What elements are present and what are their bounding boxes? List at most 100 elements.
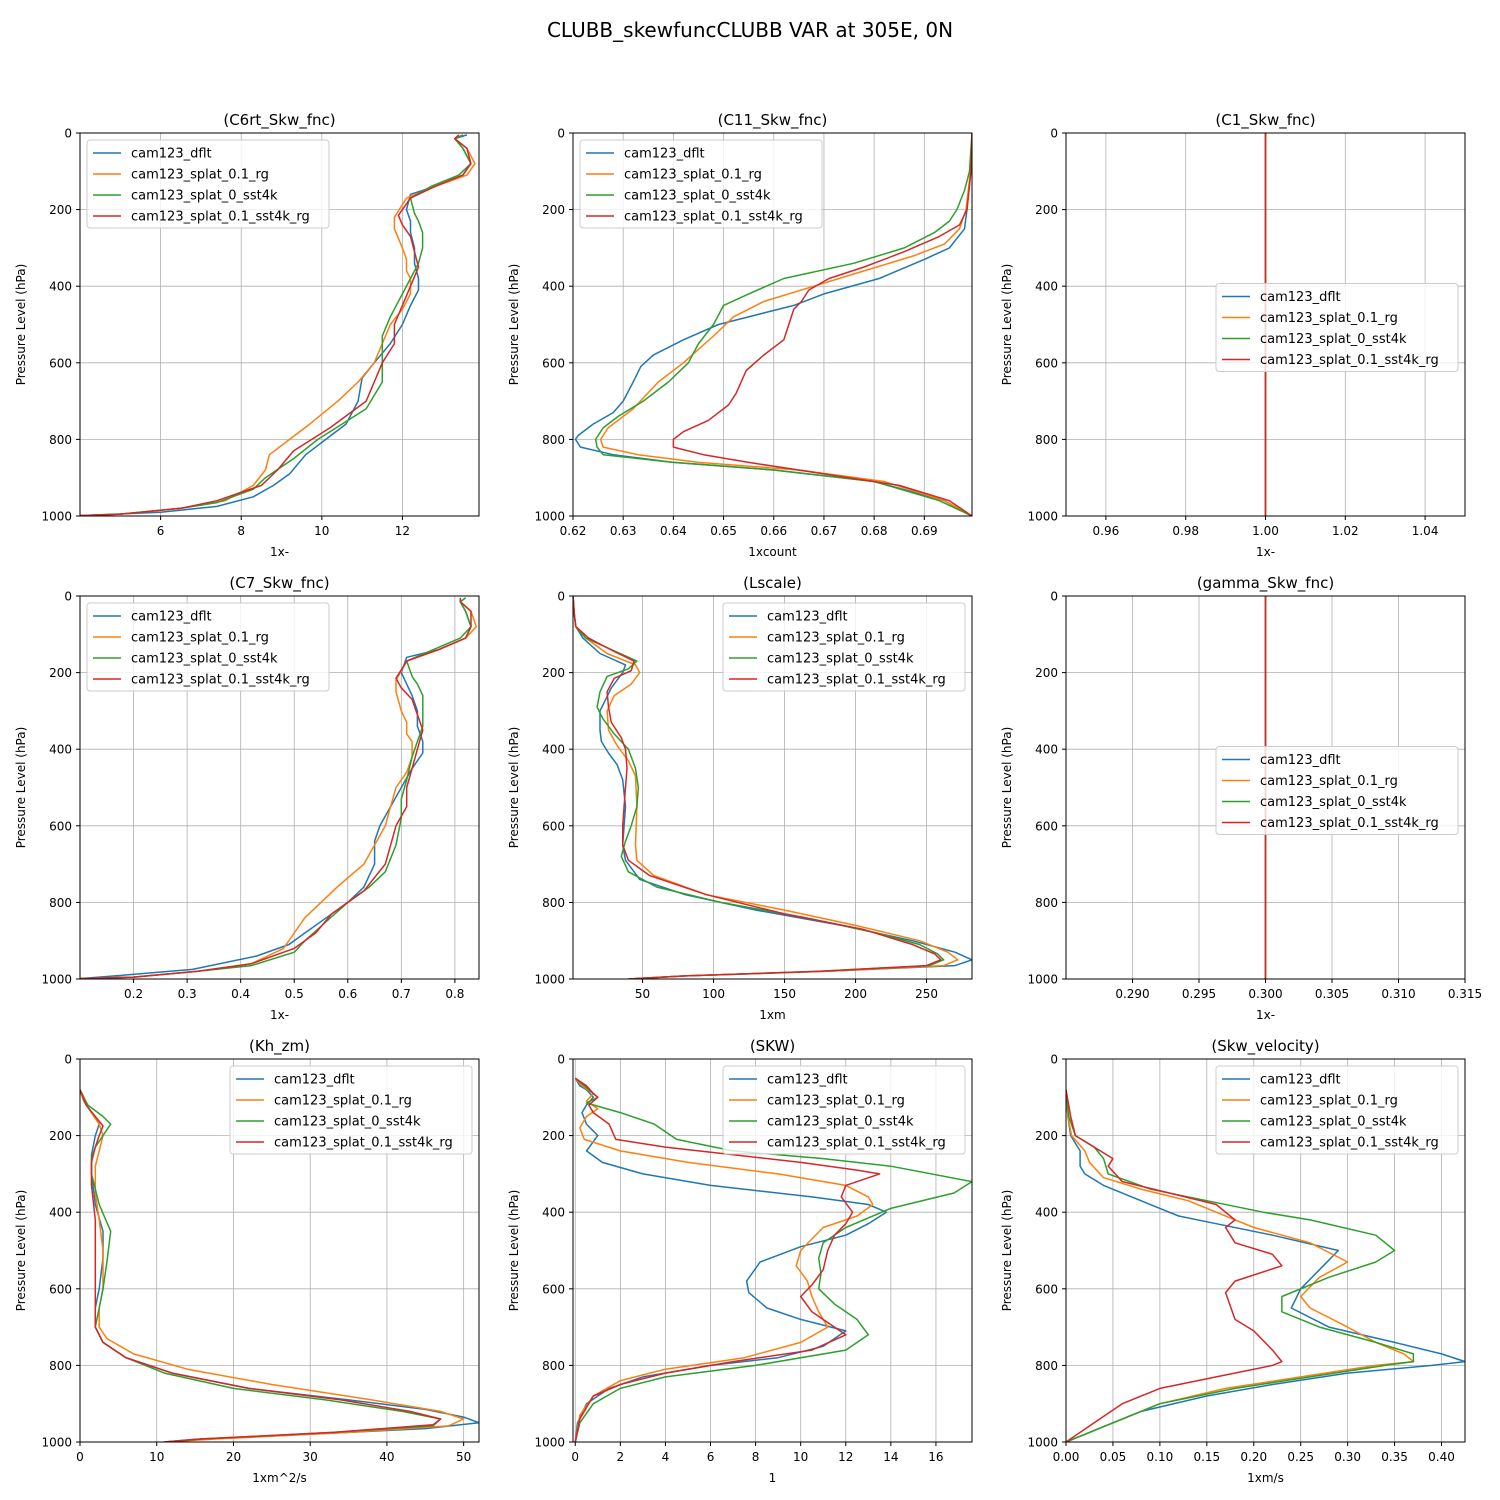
- chart3-xtick-label-6: 0.8: [445, 987, 464, 1001]
- chart7-xtick-label-4: 8: [752, 1450, 760, 1464]
- chart4-xlabel: 1xm: [759, 1008, 785, 1022]
- chart4-legend-label-2: cam123_splat_0_sst4k: [767, 652, 914, 667]
- chart8-legend-label-3: cam123_splat_0.1_sst4k_rg: [1260, 1136, 1439, 1151]
- chart1-xtick-label-5: 0.67: [811, 524, 838, 538]
- chart3-series-3: [80, 597, 472, 979]
- chart0-legend: cam123_dflt cam123_splat_0.1_rg cam123_spl…: [86, 139, 330, 229]
- chart3-ylabel: Pressure Level (hPa): [14, 727, 28, 849]
- chart8-legend: cam123_dflt cam123_splat_0.1_rg cam123_spl…: [1215, 1065, 1459, 1155]
- chart1-legend-label-3: cam123_splat_0.1_sst4k_rg: [624, 210, 803, 225]
- chart7-frame: [572, 1058, 973, 1443]
- chart0-legend-label-2: cam123_splat_0_sst4k: [131, 189, 278, 204]
- chart8-legend-label-1: cam123_splat_0.1_rg: [1260, 1094, 1398, 1109]
- chart4-legend-label-0: cam123_dflt: [767, 610, 848, 625]
- chart2-ytick-label-4: 800: [1035, 433, 1058, 447]
- chart6-series-3: [80, 1089, 442, 1442]
- chart8-legend-label-0: cam123_dflt: [1260, 1073, 1341, 1088]
- chart8-xtick-label-5: 0.25: [1287, 1450, 1314, 1464]
- chart8-xtick-label-0: 0.00: [1053, 1450, 1080, 1464]
- chart2-legend-label-1: cam123_splat_0.1_rg: [1260, 311, 1398, 326]
- chart5-ylabel: Pressure Level (hPa): [1000, 727, 1014, 849]
- chart2-legend-label-0: cam123_dflt: [1260, 290, 1341, 305]
- chart7-xtick-label-7: 14: [883, 1450, 898, 1464]
- chart2-ytick-label-5: 1000: [1027, 510, 1058, 524]
- chart6-xtick-label-0: 0: [76, 1450, 84, 1464]
- chart8-ytick-label-1: 200: [1035, 1129, 1058, 1143]
- chart1-xtick-label-4: 0.66: [760, 524, 787, 538]
- chart8-xtick-label-4: 0.20: [1240, 1450, 1267, 1464]
- chart3-ytick-label-5: 1000: [41, 973, 72, 987]
- chart5-title: (gamma_Skw_fnc): [1197, 574, 1334, 593]
- chart7-series-1: [574, 1077, 874, 1442]
- chart3-series-group: [80, 597, 478, 979]
- chart1-legend-label-0: cam123_dflt: [624, 147, 705, 162]
- chart1-panel: 0.62 0.63 0.64 0.65 0.66 0.67 0.68 0.69 0 200 400 6…: [507, 111, 973, 559]
- chart4-xtick-label-1: 100: [702, 987, 725, 1001]
- chart1-xtick-label-3: 0.65: [710, 524, 737, 538]
- chart0-panel: 6 8 10 12 0 200 400 600 800 1000 (C6rt_Skw_fnc) 1x-…: [14, 111, 480, 559]
- chart8-xtick-label-6: 0.30: [1334, 1450, 1361, 1464]
- chart5-legend: cam123_dflt cam123_splat_0.1_rg cam123_spl…: [1215, 746, 1459, 835]
- chart4-ytick-label-3: 600: [542, 819, 565, 833]
- chart7-xtick-label-6: 12: [838, 1450, 853, 1464]
- chart7-ytick-label-3: 600: [542, 1282, 565, 1296]
- chart1-ytick-label-3: 600: [542, 356, 565, 370]
- chart3-xtick-label-5: 0.7: [392, 987, 411, 1001]
- chart3-title: (C7_Skw_fnc): [229, 574, 329, 593]
- chart3-ytick-label-3: 600: [49, 819, 72, 833]
- chart3-xtick-label-2: 0.4: [231, 987, 250, 1001]
- chart0-xtick-label-2: 10: [314, 524, 329, 538]
- chart3-legend-label-1: cam123_splat_0.1_rg: [131, 631, 269, 646]
- chart5-ytick-label-5: 1000: [1027, 973, 1058, 987]
- chart4-ytick-label-2: 400: [542, 743, 565, 757]
- chart4-series-0: [573, 596, 972, 979]
- chart4-panel: 50 100 150 200 250 0 200 400 600 800 1000 (Lscale) 1…: [507, 574, 973, 1022]
- chart7-xtick-label-1: 2: [617, 1450, 625, 1464]
- chart7-xtick-label-5: 10: [793, 1450, 808, 1464]
- chart4-ytick-label-0: 0: [557, 590, 565, 604]
- chart6-xtick-label-3: 30: [303, 1450, 318, 1464]
- chart1-legend-box: [579, 139, 823, 229]
- chart7-legend-label-2: cam123_splat_0_sst4k: [767, 1115, 914, 1130]
- chart8-xtick-label-3: 0.15: [1193, 1450, 1220, 1464]
- chart6-ytick-label-3: 600: [49, 1282, 72, 1296]
- chart5-ytick-label-2: 400: [1035, 743, 1058, 757]
- chart8-series-group: [1066, 1089, 1465, 1442]
- chart0-xtick-label-1: 8: [237, 524, 245, 538]
- chart8-series-1: [1066, 1089, 1415, 1442]
- chart4-ytick-label-1: 200: [542, 666, 565, 680]
- chart4-legend-label-1: cam123_splat_0.1_rg: [767, 631, 905, 646]
- chart0-series-3: [80, 134, 472, 516]
- chart7-legend-label-0: cam123_dflt: [767, 1073, 848, 1088]
- chart2-ytick-label-3: 600: [1035, 356, 1058, 370]
- chart0-xtick-label-0: 6: [157, 524, 165, 538]
- chart2-panel: 0.96 0.98 1.00 1.02 1.04 0 200 400 600 800 1000 (C1…: [1000, 111, 1466, 559]
- chart1-xtick-label-1: 0.63: [610, 524, 637, 538]
- chart7-ytick-label-4: 800: [542, 1359, 565, 1373]
- chart6-legend-label-1: cam123_splat_0.1_rg: [274, 1094, 412, 1109]
- chart1-ytick-label-2: 400: [542, 280, 565, 294]
- chart1-series-group: [574, 133, 972, 516]
- chart2-xtick-label-4: 1.04: [1412, 524, 1439, 538]
- chart8-xtick-label-8: 0.40: [1428, 1450, 1455, 1464]
- chart8-panel: 0.00 0.05 0.10 0.15 0.20 0.25 0.30 0.35 0.40 0 200…: [1000, 1037, 1466, 1485]
- chart5-xtick-label-0: 0.290: [1115, 987, 1149, 1001]
- chart8-xlabel: 1xm/s: [1247, 1471, 1284, 1485]
- chart3-ytick-label-2: 400: [49, 743, 72, 757]
- chart0-ytick-label-0: 0: [64, 127, 72, 141]
- chart0-ylabel: Pressure Level (hPa): [14, 264, 28, 386]
- chart6-ytick-label-1: 200: [49, 1129, 72, 1143]
- chart3-legend-label-2: cam123_splat_0_sst4k: [131, 652, 278, 667]
- chart1-legend-label-2: cam123_splat_0_sst4k: [624, 189, 771, 204]
- chart6-legend-label-0: cam123_dflt: [274, 1073, 355, 1088]
- chart5-xtick-label-1: 0.295: [1182, 987, 1216, 1001]
- chart4-series-3: [573, 596, 942, 979]
- chart8-ylabel: Pressure Level (hPa): [1000, 1190, 1014, 1312]
- chart0-title: (C6rt_Skw_fnc): [223, 111, 335, 130]
- chart4-xtick-label-0: 50: [635, 987, 650, 1001]
- chart1-ytick-label-0: 0: [557, 127, 565, 141]
- chart5-xtick-label-2: 0.300: [1248, 987, 1282, 1001]
- chart3-ytick-label-4: 800: [49, 896, 72, 910]
- chart3-series-2: [80, 597, 472, 979]
- chart0-series-group: [80, 134, 476, 516]
